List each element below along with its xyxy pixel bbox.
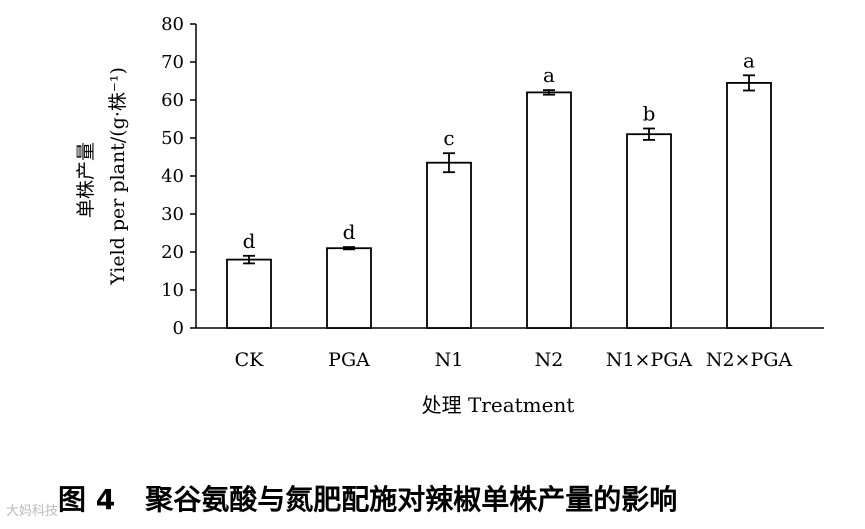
y-tick-label: 40 bbox=[161, 166, 184, 187]
x-tick-label: PGA bbox=[328, 349, 370, 371]
y-tick-label: 30 bbox=[161, 204, 184, 225]
y-axis-label-cn: 单株产量 bbox=[75, 142, 97, 218]
x-tick-label: N1×PGA bbox=[606, 349, 693, 371]
significance-letter: d bbox=[343, 220, 356, 244]
bar bbox=[626, 133, 672, 329]
y-tick-label: 10 bbox=[161, 280, 184, 301]
bar bbox=[426, 161, 472, 329]
x-tick-labels: CK PGA N1 N2 N1×PGA N2×PGA bbox=[235, 349, 793, 371]
figure-caption: 图 4 聚谷氨酸与氮肥配施对辣椒单株产量的影响 bbox=[58, 478, 677, 518]
bar bbox=[226, 258, 272, 329]
significance-letter: c bbox=[443, 126, 454, 150]
significance-letter: b bbox=[643, 102, 656, 126]
x-tick-label: CK bbox=[235, 349, 265, 371]
y-tick-label: 20 bbox=[161, 242, 184, 263]
figure-number: 图 4 bbox=[58, 483, 116, 516]
y-ticks: 0 10 20 30 40 50 60 70 80 bbox=[161, 14, 196, 339]
y-tick-label: 80 bbox=[161, 14, 184, 35]
bar bbox=[726, 82, 772, 329]
figure-title: 聚谷氨酸与氮肥配施对辣椒单株产量的影响 bbox=[145, 483, 678, 516]
y-tick-label: 70 bbox=[161, 52, 184, 73]
y-tick-label: 0 bbox=[173, 318, 184, 339]
significance-letter: d bbox=[243, 229, 256, 253]
y-tick-label: 50 bbox=[161, 128, 184, 149]
x-tick-label: N1 bbox=[435, 349, 464, 371]
x-tick-label: N2 bbox=[535, 349, 564, 371]
bars: d d c a b a bbox=[226, 48, 772, 329]
significance-letter: a bbox=[543, 63, 555, 87]
y-axis-label-en: Yield per plant/(g·株⁻¹) bbox=[107, 67, 129, 286]
y-tick-label: 60 bbox=[161, 90, 184, 111]
bar bbox=[326, 247, 372, 329]
x-tick-label: N2×PGA bbox=[706, 349, 793, 371]
watermark: 大妈科技 bbox=[6, 504, 59, 519]
bar-chart: 0 10 20 30 40 50 60 70 80 d d c a b a CK PGA N1 N2 N1×PGA… bbox=[75, 14, 824, 417]
significance-letter: a bbox=[743, 48, 755, 72]
bar bbox=[526, 91, 572, 329]
x-axis-label: 处理 Treatment bbox=[422, 393, 575, 417]
